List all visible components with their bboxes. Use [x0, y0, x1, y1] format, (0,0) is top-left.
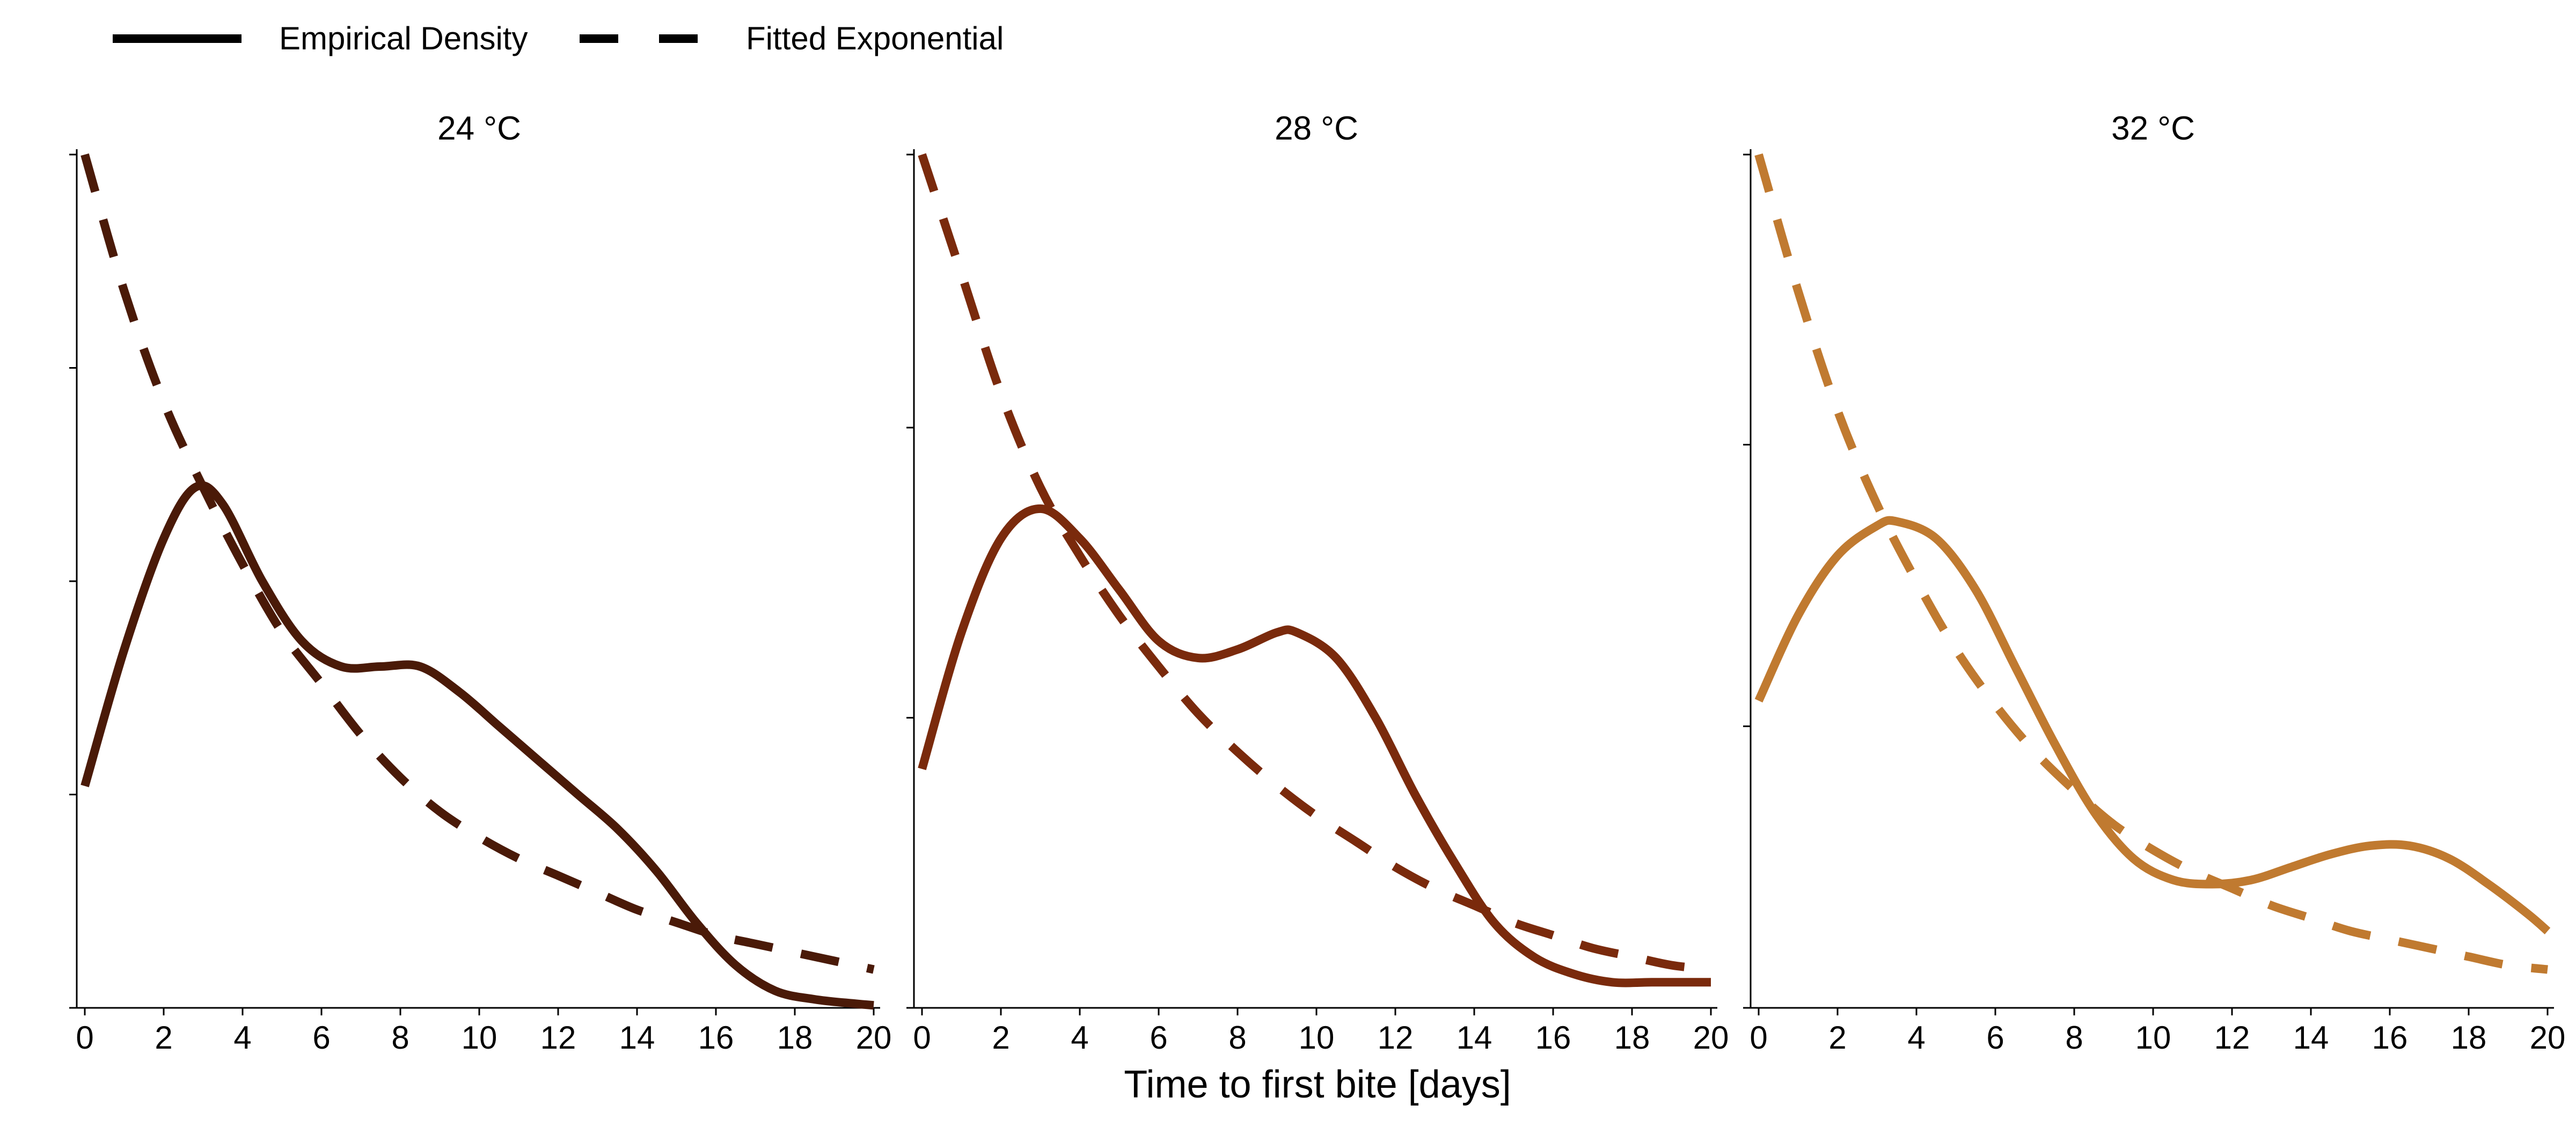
x-tick-label: 6: [1150, 1020, 1167, 1056]
x-tick-label: 14: [2293, 1020, 2329, 1056]
x-tick-label: 18: [777, 1020, 813, 1056]
x-tick-label: 2: [1828, 1020, 1846, 1056]
x-tick-label: 14: [619, 1020, 655, 1056]
x-tick-label: 6: [312, 1020, 330, 1056]
panel-title: 32 °C: [2111, 110, 2195, 147]
x-tick-label: 20: [2530, 1020, 2566, 1056]
x-tick-label: 18: [2451, 1020, 2487, 1056]
x-tick-label: 4: [1907, 1020, 1925, 1056]
x-tick-label: 12: [540, 1020, 576, 1056]
x-tick-label: 6: [1986, 1020, 2004, 1056]
x-tick-label: 8: [1228, 1020, 1246, 1056]
fitted-exponential-line: [80, 153, 875, 974]
x-tick-label: 16: [2372, 1020, 2408, 1056]
empirical-density-line: [80, 481, 874, 1010]
x-tick-label: 4: [1071, 1020, 1088, 1056]
panel-2: 28 °C 0 2 4 6 8 10 12 14 16 18 20: [906, 110, 1729, 1056]
legend-solid-label: Empirical Density: [279, 20, 528, 56]
empirical-density-line: [1754, 516, 2551, 934]
x-tick-label: 0: [76, 1020, 93, 1056]
panel-3: 32 °C 0 2 4 6 8 10 12 14 16 18 20: [1743, 110, 2565, 1056]
x-tick-label: 16: [1535, 1020, 1571, 1056]
x-tick-label: 12: [2214, 1020, 2250, 1056]
x-tick-label: 2: [992, 1020, 1009, 1056]
x-tick-label: 4: [233, 1020, 251, 1056]
x-tick-label: 0: [1750, 1020, 1767, 1056]
x-tick-label: 12: [1378, 1020, 1414, 1056]
x-axis-label: Time to first bite [days]: [1124, 1063, 1511, 1106]
fitted-exponential-line: [1754, 153, 2548, 974]
x-tick-label: 10: [462, 1020, 497, 1056]
legend: Empirical Density Fitted Exponential: [113, 20, 1004, 56]
x-tick-label: 10: [1299, 1020, 1335, 1056]
fitted-exponential-line: [918, 153, 1711, 974]
panel-1: 24 °C 0 2 4 6 8 10 12 14 16 18 20: [69, 110, 891, 1056]
x-tick-label: 20: [856, 1020, 892, 1056]
empirical-density-line: [918, 504, 1711, 987]
x-tick-label: 8: [2065, 1020, 2083, 1056]
panel-title: 28 °C: [1275, 110, 1358, 147]
legend-dashed-label: Fitted Exponential: [746, 20, 1004, 56]
x-tick-label: 2: [155, 1020, 172, 1056]
x-tick-label: 18: [1614, 1020, 1650, 1056]
x-tick-label: 20: [1693, 1020, 1729, 1056]
panel-title: 24 °C: [437, 110, 521, 147]
x-tick-label: 14: [1457, 1020, 1492, 1056]
x-tick-label: 10: [2135, 1020, 2171, 1056]
x-tick-label: 8: [391, 1020, 409, 1056]
x-tick-label: 16: [698, 1020, 734, 1056]
x-tick-label: 0: [913, 1020, 931, 1056]
